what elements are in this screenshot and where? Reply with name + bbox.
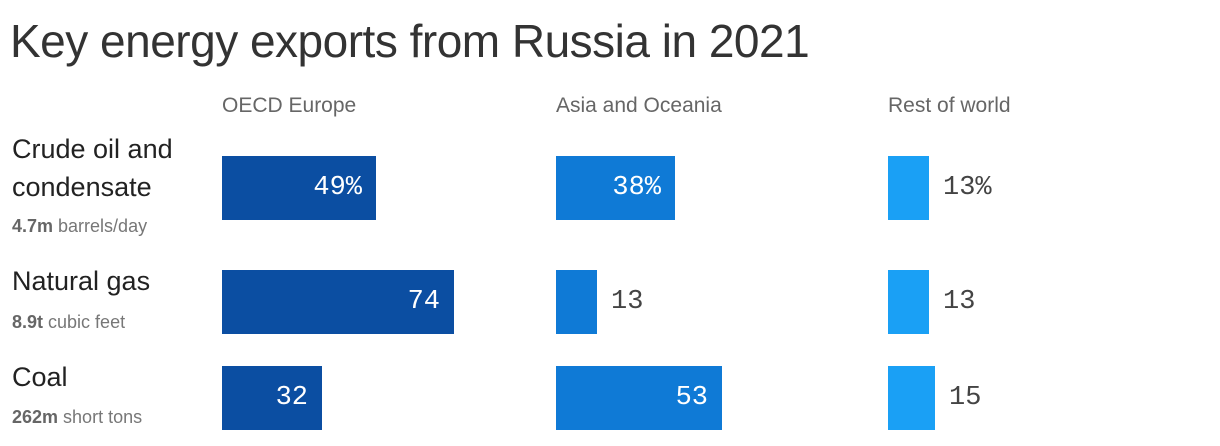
bar-crude-oil-and-condensate-rest-of-world bbox=[888, 156, 929, 220]
bar-crude-oil-and-condensate-oecd-europe bbox=[222, 156, 376, 220]
data-label: 49% bbox=[313, 173, 362, 203]
column-header-rest-of-world: Rest of world bbox=[888, 94, 1011, 117]
data-label: 74 bbox=[407, 287, 440, 317]
bar-natural-gas-oecd-europe bbox=[222, 270, 454, 334]
data-label: 13% bbox=[943, 173, 992, 203]
data-label: 53 bbox=[675, 383, 708, 413]
row-sublabel: 262m short tons bbox=[12, 407, 142, 428]
column-header-oecd-europe: OECD Europe bbox=[222, 94, 357, 117]
bar-natural-gas-rest-of-world bbox=[888, 270, 929, 334]
row-sublabel: 4.7m barrels/day bbox=[12, 216, 147, 237]
row-label-coal: Coal bbox=[12, 362, 68, 392]
data-label: 13 bbox=[943, 287, 976, 317]
row-sub-unit: cubic feet bbox=[43, 312, 126, 332]
bar-crude-oil-and-condensate-asia-and-oceania bbox=[556, 156, 675, 220]
data-label: 15 bbox=[949, 383, 982, 413]
row-sub-value: 262m bbox=[12, 407, 59, 427]
row-label-crude-oil-and-condensate: Crude oil and condensate bbox=[12, 134, 173, 202]
row-sub-value: 8.9t bbox=[12, 312, 44, 332]
bar-coal-oecd-europe bbox=[222, 366, 322, 430]
data-label: 32 bbox=[275, 383, 308, 413]
bar-natural-gas-asia-and-oceania bbox=[556, 270, 597, 334]
row-sub-value: 4.7m bbox=[12, 216, 54, 236]
bar-coal-rest-of-world bbox=[888, 366, 935, 430]
bar-coal-asia-and-oceania bbox=[556, 366, 722, 430]
row-sublabel: 8.9t cubic feet bbox=[12, 312, 125, 333]
data-label: 38% bbox=[612, 173, 661, 203]
row-label-natural-gas: Natural gas bbox=[12, 266, 151, 296]
row-sub-unit: short tons bbox=[58, 407, 143, 427]
chart-title: Key energy exports from Russia in 2021 bbox=[10, 15, 810, 67]
data-label: 13 bbox=[611, 287, 644, 317]
column-header-asia-and-oceania: Asia and Oceania bbox=[556, 94, 722, 117]
row-sub-unit: barrels/day bbox=[53, 216, 148, 236]
